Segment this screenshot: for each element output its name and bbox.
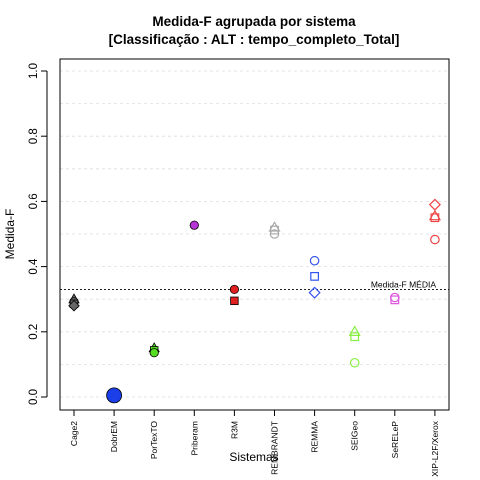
plot-frame bbox=[59, 58, 450, 411]
reference-line-label: Medida-F MÉDIA bbox=[371, 279, 437, 289]
data-point-square bbox=[310, 271, 319, 281]
x-tick-label: SEIGeo bbox=[350, 421, 360, 451]
x-tick-label: XIP-L2F/Xerox bbox=[430, 420, 440, 476]
data-point-diamond bbox=[308, 286, 321, 299]
data-point-square bbox=[270, 225, 279, 235]
x-tick-label: DobrEM bbox=[109, 421, 119, 452]
reference-line-group: Medida-F MÉDIA bbox=[60, 279, 449, 290]
data-point-circle bbox=[389, 292, 400, 303]
x-axis: Cage2 DobrEM PorTexTO Priberam R3M REMBRANDT R… bbox=[69, 409, 440, 477]
data-point-circle bbox=[430, 234, 440, 245]
data-points bbox=[68, 198, 441, 404]
gridlines bbox=[60, 70, 449, 398]
x-tick-label: REMBRANDT bbox=[270, 421, 280, 475]
data-point-square bbox=[230, 296, 239, 306]
data-point-circle bbox=[229, 284, 239, 295]
y-axis: 0.0 0.2 0.4 0.6 0.8 1.0 bbox=[28, 63, 48, 405]
data-point-square bbox=[350, 332, 360, 342]
x-axis-label: Sistemas bbox=[229, 450, 278, 464]
data-point-circle bbox=[189, 220, 199, 230]
data-point-circle bbox=[269, 229, 280, 239]
data-point-triangle bbox=[428, 209, 441, 221]
data-point-square bbox=[430, 213, 440, 223]
chart-subtitle: [Classificação : ALT : tempo_completo_To… bbox=[109, 32, 400, 47]
x-tick-label: R3M bbox=[229, 421, 239, 439]
y-tick-label: 0.2 bbox=[28, 324, 40, 340]
x-tick-label: SeRELeP bbox=[390, 421, 400, 459]
y-tick-label: 0.0 bbox=[28, 389, 40, 405]
data-point-diamond bbox=[68, 299, 80, 312]
y-tick-label: 0.4 bbox=[28, 258, 40, 275]
data-point-circle bbox=[106, 387, 122, 404]
x-tick-label: Cage2 bbox=[69, 421, 79, 446]
x-tick-label: PorTexTO bbox=[149, 421, 159, 459]
data-point-circle bbox=[349, 357, 360, 368]
data-point-square bbox=[390, 295, 400, 305]
y-tick-label: 0.6 bbox=[28, 193, 40, 209]
data-point-triangle bbox=[348, 325, 361, 336]
y-tick-label: 1.0 bbox=[28, 63, 40, 79]
x-tick-label: Priberam bbox=[189, 421, 199, 455]
data-point-circle bbox=[309, 255, 320, 266]
y-tick-label: 0.8 bbox=[28, 128, 40, 144]
chart-title: Medida-F agrupada por sistema bbox=[152, 14, 356, 29]
data-point-circle bbox=[149, 348, 159, 358]
y-axis-label: Medida-F bbox=[3, 209, 17, 260]
x-tick-label: REMMA bbox=[310, 421, 320, 453]
